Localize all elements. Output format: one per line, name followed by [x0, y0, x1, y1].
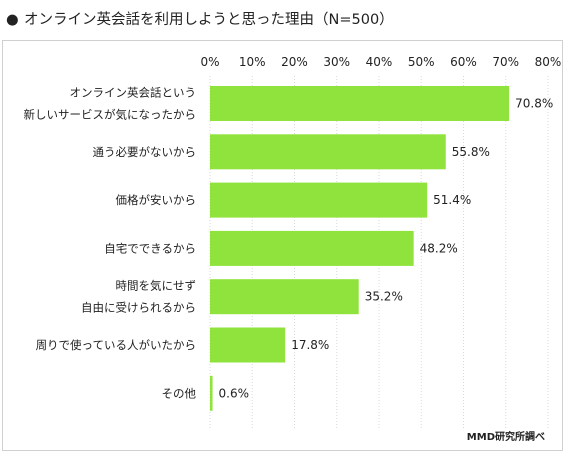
- value-label: 17.8%: [291, 338, 329, 352]
- source-note: MMD研究所調べ: [466, 432, 545, 443]
- value-label: 48.2%: [420, 241, 458, 255]
- x-tick-label: 10%: [239, 55, 266, 69]
- x-tick-label: 60%: [450, 55, 477, 69]
- x-tick-label: 50%: [408, 55, 435, 69]
- bar: [210, 182, 428, 218]
- category-label: 通う必要がないから: [93, 145, 197, 159]
- category-label: オンライン英会話という: [70, 86, 197, 100]
- category-label: 価格が安いから: [116, 193, 197, 207]
- bar: [210, 134, 446, 170]
- x-tick-label: 80%: [535, 55, 562, 69]
- value-label: 51.4%: [433, 193, 471, 207]
- x-tick-label: 20%: [281, 55, 308, 69]
- bar: [210, 375, 213, 411]
- value-label: 70.8%: [515, 97, 553, 111]
- value-label: 0.6%: [219, 386, 250, 400]
- category-label: 自宅でできるから: [104, 241, 196, 255]
- category-label: 周りで使っている人がいたから: [36, 338, 196, 352]
- chart-frame: [2, 40, 563, 451]
- category-label: 自由に受けられるから: [81, 301, 196, 315]
- chart-title-text: オンライン英会話を利用しようと思った理由（N=500）: [24, 12, 394, 28]
- x-tick-label: 70%: [492, 55, 519, 69]
- value-label: 55.8%: [452, 145, 490, 159]
- value-label: 35.2%: [365, 290, 403, 304]
- title-bullet: ●: [6, 12, 19, 28]
- category-label: 時間を気にせず: [116, 279, 197, 293]
- x-tick-label: 30%: [323, 55, 350, 69]
- category-label: その他: [162, 386, 197, 400]
- bar: [210, 230, 414, 266]
- x-tick-label: 0%: [200, 55, 219, 69]
- bar: [210, 86, 510, 121]
- chart-title: ● オンライン英会話を利用しようと思った理由（N=500）: [6, 8, 394, 29]
- bar: [210, 327, 286, 363]
- bar: [210, 279, 359, 315]
- category-label: 新しいサービスが気になったから: [24, 108, 197, 122]
- x-tick-label: 40%: [366, 55, 393, 69]
